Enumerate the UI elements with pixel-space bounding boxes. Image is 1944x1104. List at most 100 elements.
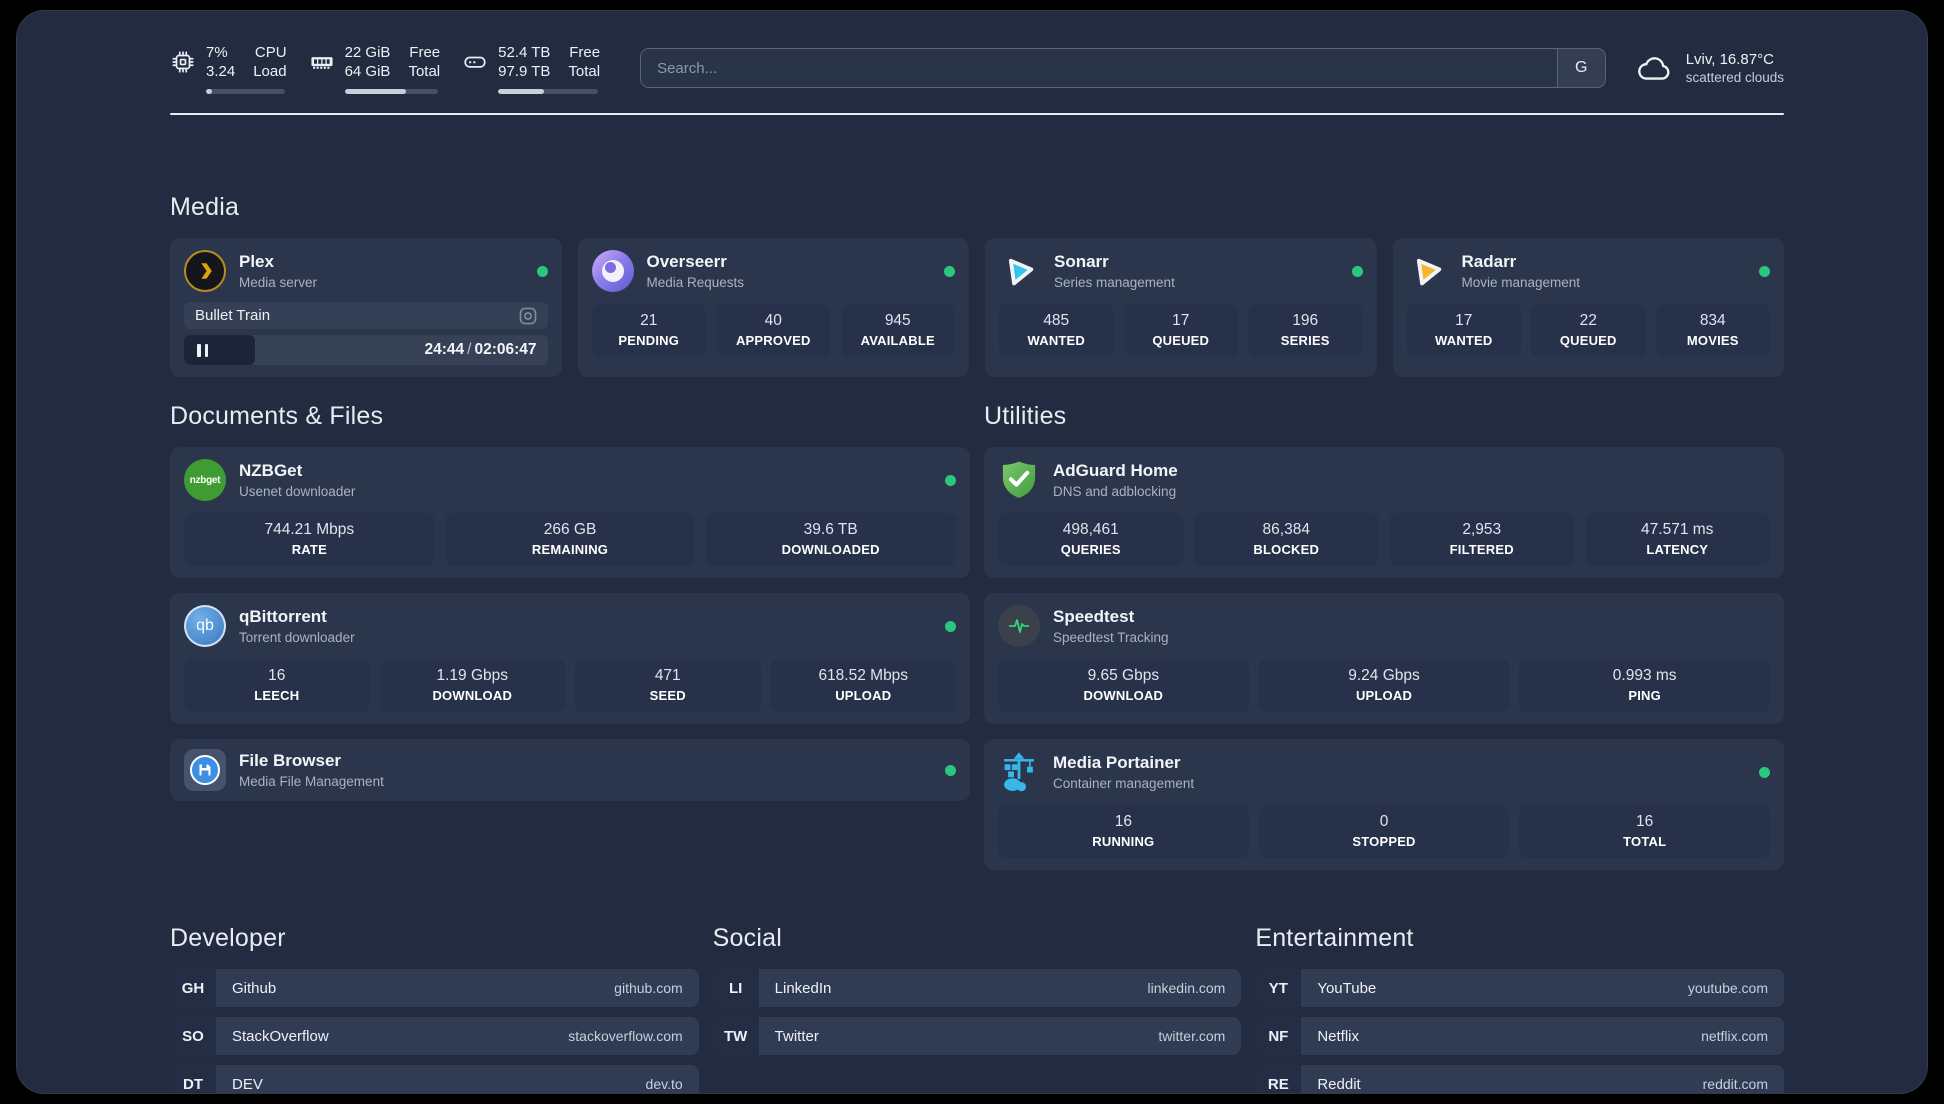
search-input[interactable] <box>641 49 1557 87</box>
radarr-stat-queued: 22 QUEUED <box>1531 304 1646 357</box>
radarr-title: Radarr <box>1461 252 1517 271</box>
speedtest-icon <box>998 605 1040 647</box>
top-bar: 7% 3.24 CPU Load <box>170 41 1784 95</box>
now-playing-progress-fill <box>184 335 255 365</box>
radarr-icon <box>1407 250 1449 292</box>
overseerr-stat-available: 945 AVAILABLE <box>840 304 955 357</box>
card-filebrowser[interactable]: File Browser Media File Management <box>170 739 970 801</box>
radarr-status-dot <box>1759 265 1770 277</box>
link-netflix[interactable]: NF Netflix netflix.com <box>1255 1017 1784 1055</box>
documents-column: Documents & Files nzbget NZBGet Usenet d… <box>170 402 970 870</box>
link-youtube[interactable]: YT YouTube youtube.com <box>1255 969 1784 1007</box>
plex-title: Plex <box>239 252 274 271</box>
memory-free-value: 22 GiB <box>344 43 391 61</box>
adguard-stat-queries: 498,461 QUERIES <box>998 513 1184 566</box>
cpu-label: CPU <box>254 43 287 61</box>
disk-icon <box>464 56 486 68</box>
overseerr-icon <box>591 250 634 292</box>
card-qbittorrent[interactable]: qb qBittorrent Torrent downloader 16 LEEC… <box>170 593 970 724</box>
overseerr-stat-approved: 40 APPROVED <box>716 304 831 357</box>
utilities-column: Utilities <box>984 402 1784 870</box>
link-github[interactable]: GH Github github.com <box>170 969 699 1007</box>
overseerr-status-dot <box>944 265 955 277</box>
cpu-load-value: 3.24 <box>206 62 236 80</box>
overseerr-subtitle: Media Requests <box>646 275 745 290</box>
card-sonarr[interactable]: Sonarr Series management 485 WANTED 17 QUE… <box>985 238 1377 377</box>
cpu-stat: 7% 3.24 CPU Load <box>170 43 287 94</box>
card-adguard[interactable]: AdGuard Home DNS and adblocking 498,461 Q… <box>984 447 1784 578</box>
portainer-stat-total: 16 TOTAL <box>1519 805 1771 858</box>
link-dev-abbr: DT <box>170 1065 216 1093</box>
disk-total-label: Total <box>568 62 601 80</box>
header-divider <box>170 113 1784 115</box>
radarr-subtitle: Movie management <box>1461 275 1581 290</box>
card-portainer[interactable]: Media Portainer Container management 16 R… <box>984 739 1784 870</box>
bookmarks-column-social: Social LI LinkedIn linkedin.com TW Twitte… <box>712 924 1242 1093</box>
qbittorrent-stat-upload: 618.52 Mbps UPLOAD <box>770 659 956 712</box>
cpu-progress-fill <box>206 88 212 94</box>
speedtest-subtitle: Speedtest Tracking <box>1053 630 1169 645</box>
qbittorrent-stat-leech: 16 LEECH <box>184 659 370 712</box>
weather-condition: scattered clouds <box>1685 70 1784 85</box>
disk-free-value: 52.4 TB <box>498 43 551 61</box>
card-speedtest[interactable]: Speedtest Speedtest Tracking 9.65 Gbps DO… <box>984 593 1784 724</box>
card-nzbget[interactable]: nzbget NZBGet Usenet downloader 744.21 M… <box>170 447 970 578</box>
overseerr-title: Overseerr <box>646 252 727 271</box>
link-twitter[interactable]: TW Twitter twitter.com <box>712 1017 1242 1055</box>
disk-free-label: Free <box>569 43 601 61</box>
portainer-icon <box>998 751 1040 793</box>
nzbget-subtitle: Usenet downloader <box>239 484 356 499</box>
link-reddit[interactable]: RE Reddit reddit.com <box>1255 1065 1784 1093</box>
card-plex[interactable]: Plex Media server Bullet Train <box>170 238 562 377</box>
portainer-subtitle: Container management <box>1053 776 1195 791</box>
sonarr-stat-queued: 17 QUEUED <box>1123 304 1238 357</box>
now-playing-progress[interactable]: 24:44/02:06:47 <box>184 335 548 365</box>
pause-button[interactable] <box>197 343 208 357</box>
system-stats: 7% 3.24 CPU Load <box>170 43 600 94</box>
media-grid: Plex Media server Bullet Train <box>170 238 1784 377</box>
nzbget-title: NZBGet <box>239 461 303 480</box>
disk-stat: 52.4 TB 97.9 TB Free Total <box>462 43 600 94</box>
link-linkedin[interactable]: LI LinkedIn linkedin.com <box>712 969 1242 1007</box>
sonarr-stat-series: 196 SERIES <box>1248 304 1363 357</box>
dashboard-panel: 7% 3.24 CPU Load <box>16 10 1928 1094</box>
cloud-icon <box>1637 57 1670 80</box>
card-overseerr[interactable]: Overseerr Media Requests 21 PENDING 40 APP… <box>577 238 969 377</box>
link-github-abbr: GH <box>170 969 216 1007</box>
weather-widget[interactable]: Lviv, 16.87°C scattered clouds <box>1636 51 1784 85</box>
memory-progress-fill <box>344 88 407 94</box>
nzbget-stat-rate: 744.21 Mbps RATE <box>184 513 435 566</box>
adguard-stat-latency: 47.571 ms LATENCY <box>1584 513 1770 566</box>
qbittorrent-icon: qb <box>184 605 226 647</box>
card-radarr[interactable]: Radarr Movie management 17 WANTED 22 QUEUE… <box>1392 238 1784 377</box>
radarr-stat-movies: 834 MOVIES <box>1655 304 1770 357</box>
section-title-media: Media <box>170 193 240 221</box>
memory-free-label: Free <box>409 43 441 61</box>
plex-now-playing: Bullet Train 24:44/02:06:47 <box>184 302 548 365</box>
link-dev[interactable]: DT DEV dev.to <box>170 1065 699 1093</box>
qbittorrent-subtitle: Torrent downloader <box>239 630 355 645</box>
search-engine-button[interactable]: G <box>1556 49 1605 87</box>
link-stackoverflow-abbr: SO <box>170 1017 216 1055</box>
qbittorrent-status-dot <box>945 620 956 632</box>
plex-icon <box>184 250 226 292</box>
nzbget-icon: nzbget <box>184 459 226 501</box>
sonarr-title: Sonarr <box>1054 252 1109 271</box>
qbittorrent-title: qBittorrent <box>239 607 327 626</box>
plex-subtitle: Media server <box>239 275 318 290</box>
memory-stat: 22 GiB 64 GiB Free Total <box>309 43 441 94</box>
bookmarks-column-developer: Developer GH Github github.com SO StackOv… <box>170 924 699 1093</box>
search-bar: G <box>640 48 1606 88</box>
portainer-title: Media Portainer <box>1053 753 1181 772</box>
now-playing-time: 24:44/02:06:47 <box>424 341 537 358</box>
section-title-social: Social <box>712 924 782 952</box>
filebrowser-title: File Browser <box>239 751 342 770</box>
nzbget-status-dot <box>945 474 956 486</box>
adguard-stat-blocked: 86,384 BLOCKED <box>1193 513 1379 566</box>
filebrowser-subtitle: Media File Management <box>239 774 384 789</box>
link-stackoverflow[interactable]: SO StackOverflow stackoverflow.com <box>170 1017 699 1055</box>
link-reddit-abbr: RE <box>1255 1065 1302 1093</box>
adguard-icon <box>998 459 1040 501</box>
filebrowser-status-dot <box>945 764 956 776</box>
radarr-stat-wanted: 17 WANTED <box>1406 304 1521 357</box>
